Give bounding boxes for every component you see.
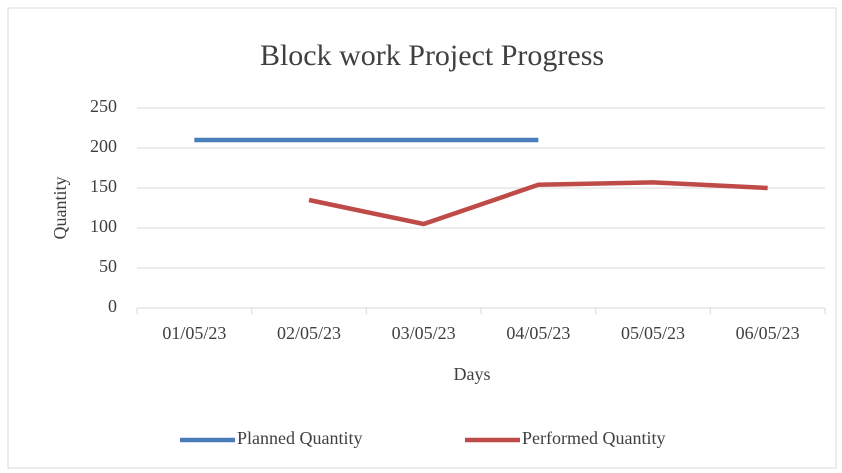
legend-label: Performed Quantity xyxy=(522,428,665,448)
y-tick-label: 200 xyxy=(90,136,117,156)
x-tick-label: 06/05/23 xyxy=(736,323,800,343)
y-tick-label: 0 xyxy=(108,296,117,316)
y-tick-label: 150 xyxy=(90,176,117,196)
chart-frame xyxy=(7,7,837,469)
x-tick-label: 03/05/23 xyxy=(392,323,456,343)
x-tick-label: 04/05/23 xyxy=(506,323,570,343)
x-axis-label: Days xyxy=(454,364,491,384)
chart-title: Block work Project Progress xyxy=(260,39,604,72)
x-tick-label: 01/05/23 xyxy=(162,323,226,343)
legend-label: Planned Quantity xyxy=(237,428,362,448)
x-tick-label: 02/05/23 xyxy=(277,323,341,343)
y-tick-label: 50 xyxy=(99,256,117,276)
y-axis-label: Quantity xyxy=(50,177,70,240)
y-tick-label: 250 xyxy=(90,96,117,116)
x-tick-label: 05/05/23 xyxy=(621,323,685,343)
y-tick-label: 100 xyxy=(90,216,117,236)
series-line xyxy=(308,180,768,227)
